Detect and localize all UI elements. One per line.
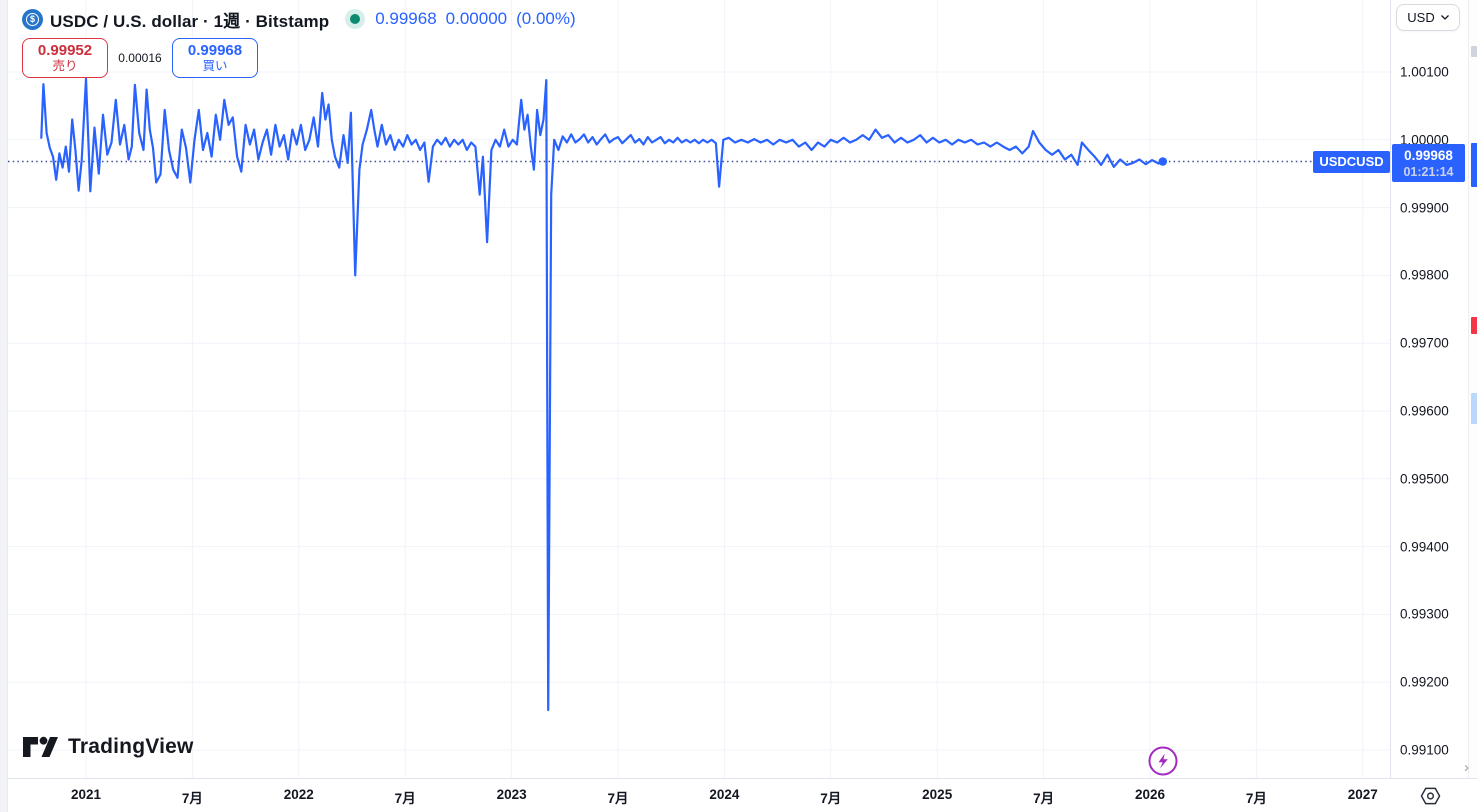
price-line-series[interactable] <box>40 77 1164 712</box>
price-change-percent: (0.00%) <box>516 9 576 28</box>
lightning-bolt-icon <box>1148 746 1178 776</box>
last-price-value: 0.99968 <box>375 9 437 28</box>
buy-label: 買い <box>202 59 228 74</box>
symbol-title[interactable]: USDC / U.S. dollar · 1週 · Bitstamp <box>50 11 330 31</box>
market-status-icon[interactable] <box>345 9 366 29</box>
boost-button[interactable] <box>1146 744 1180 778</box>
spread-value: 0.00016 <box>118 51 162 65</box>
market-open-dot-icon <box>350 14 361 24</box>
bar-countdown-timer: 01:21:14 <box>1403 165 1454 180</box>
price-axis[interactable]: 0.99968 01:21:14 1.00100 1.00000 0.99900 0.… <box>1390 0 1467 778</box>
sell-price: 0.99952 <box>37 42 93 60</box>
time-tick-label: 2027 <box>1347 787 1378 802</box>
scrollbar-marker-lightblue <box>1471 393 1477 424</box>
scrollbar-marker-blue <box>1471 143 1477 187</box>
time-tick-label: 2022 <box>283 787 314 802</box>
time-axis[interactable]: 2021 7月 2022 7月 2023 7月 2024 7月 2025 7月 2026 7月 2027 <box>0 778 1477 812</box>
time-tick-label: 2026 <box>1134 787 1166 802</box>
tradingview-logo[interactable]: TradingView <box>22 734 194 760</box>
sell-label: 売り <box>52 59 78 74</box>
price-tick-label: 0.99700 <box>1400 335 1449 351</box>
price-scale-scrollbar[interactable] <box>1468 0 1477 812</box>
price-tick-label: 0.99400 <box>1400 539 1449 555</box>
buy-button[interactable]: 0.99968 買い <box>172 38 258 78</box>
currency-label: USD <box>1407 10 1435 25</box>
tradingview-logo-text: TradingView <box>68 735 194 758</box>
price-tick-label: 0.99500 <box>1400 471 1449 487</box>
price-tick-label: 1.00100 <box>1400 64 1449 80</box>
time-tick-label: 7月 <box>181 791 203 806</box>
price-tick-label: 0.99200 <box>1400 674 1449 690</box>
price-change-value: 0.00000 <box>445 9 508 28</box>
tradingview-mark-icon <box>23 736 58 757</box>
scrollbar-marker-red <box>1471 317 1477 334</box>
time-tick-label: 2024 <box>709 787 740 802</box>
expand-panel-chevron-icon[interactable]: › <box>1464 759 1469 776</box>
quote-values: 0.99968 0.00000 (0.00%) <box>375 9 575 29</box>
time-tick-label: 2021 <box>70 787 102 802</box>
last-price-axis-value: 0.99968 <box>1404 148 1453 164</box>
usdc-logo-icon: $ <box>22 8 43 30</box>
chevron-down-icon <box>1440 15 1449 20</box>
last-point-dot <box>1158 157 1168 166</box>
price-tick-label: 0.99300 <box>1400 606 1449 622</box>
series-price-label: USDCUSD <box>1313 150 1390 173</box>
time-tick-label: 7月 <box>1033 791 1055 806</box>
time-tick-label: 2023 <box>496 787 527 802</box>
price-tick-label: 0.99600 <box>1400 403 1449 419</box>
time-tick-label: 7月 <box>1245 791 1267 806</box>
symbol-header: $ USDC / U.S. dollar · 1週 · Bitstamp 0.9… <box>22 6 576 32</box>
last-price-axis-box: 0.99968 01:21:14 <box>1392 144 1465 183</box>
time-tick-label: 7月 <box>820 791 842 806</box>
time-tick-label: 7月 <box>607 791 629 806</box>
price-tick-label: 1.00000 <box>1400 132 1449 148</box>
trade-buttons-row: 0.99952 売り 0.00016 0.99968 買い <box>22 38 258 78</box>
buy-price: 0.99968 <box>187 42 243 60</box>
scrollbar-marker-gray <box>1471 46 1477 57</box>
currency-dropdown[interactable]: USD <box>1396 4 1460 31</box>
scales-settings-button[interactable] <box>1416 783 1444 809</box>
sell-button[interactable]: 0.99952 売り <box>22 38 108 78</box>
gear-icon <box>1420 787 1440 805</box>
price-tick-label: 0.99800 <box>1400 267 1449 283</box>
time-tick-label: 7月 <box>394 791 416 806</box>
time-tick-label: 2025 <box>922 787 953 802</box>
collapsed-drawing-toolbar[interactable] <box>0 0 8 812</box>
price-chart[interactable] <box>0 0 1390 778</box>
price-tick-label: 0.99900 <box>1400 200 1449 216</box>
price-tick-label: 0.99100 <box>1400 742 1449 758</box>
